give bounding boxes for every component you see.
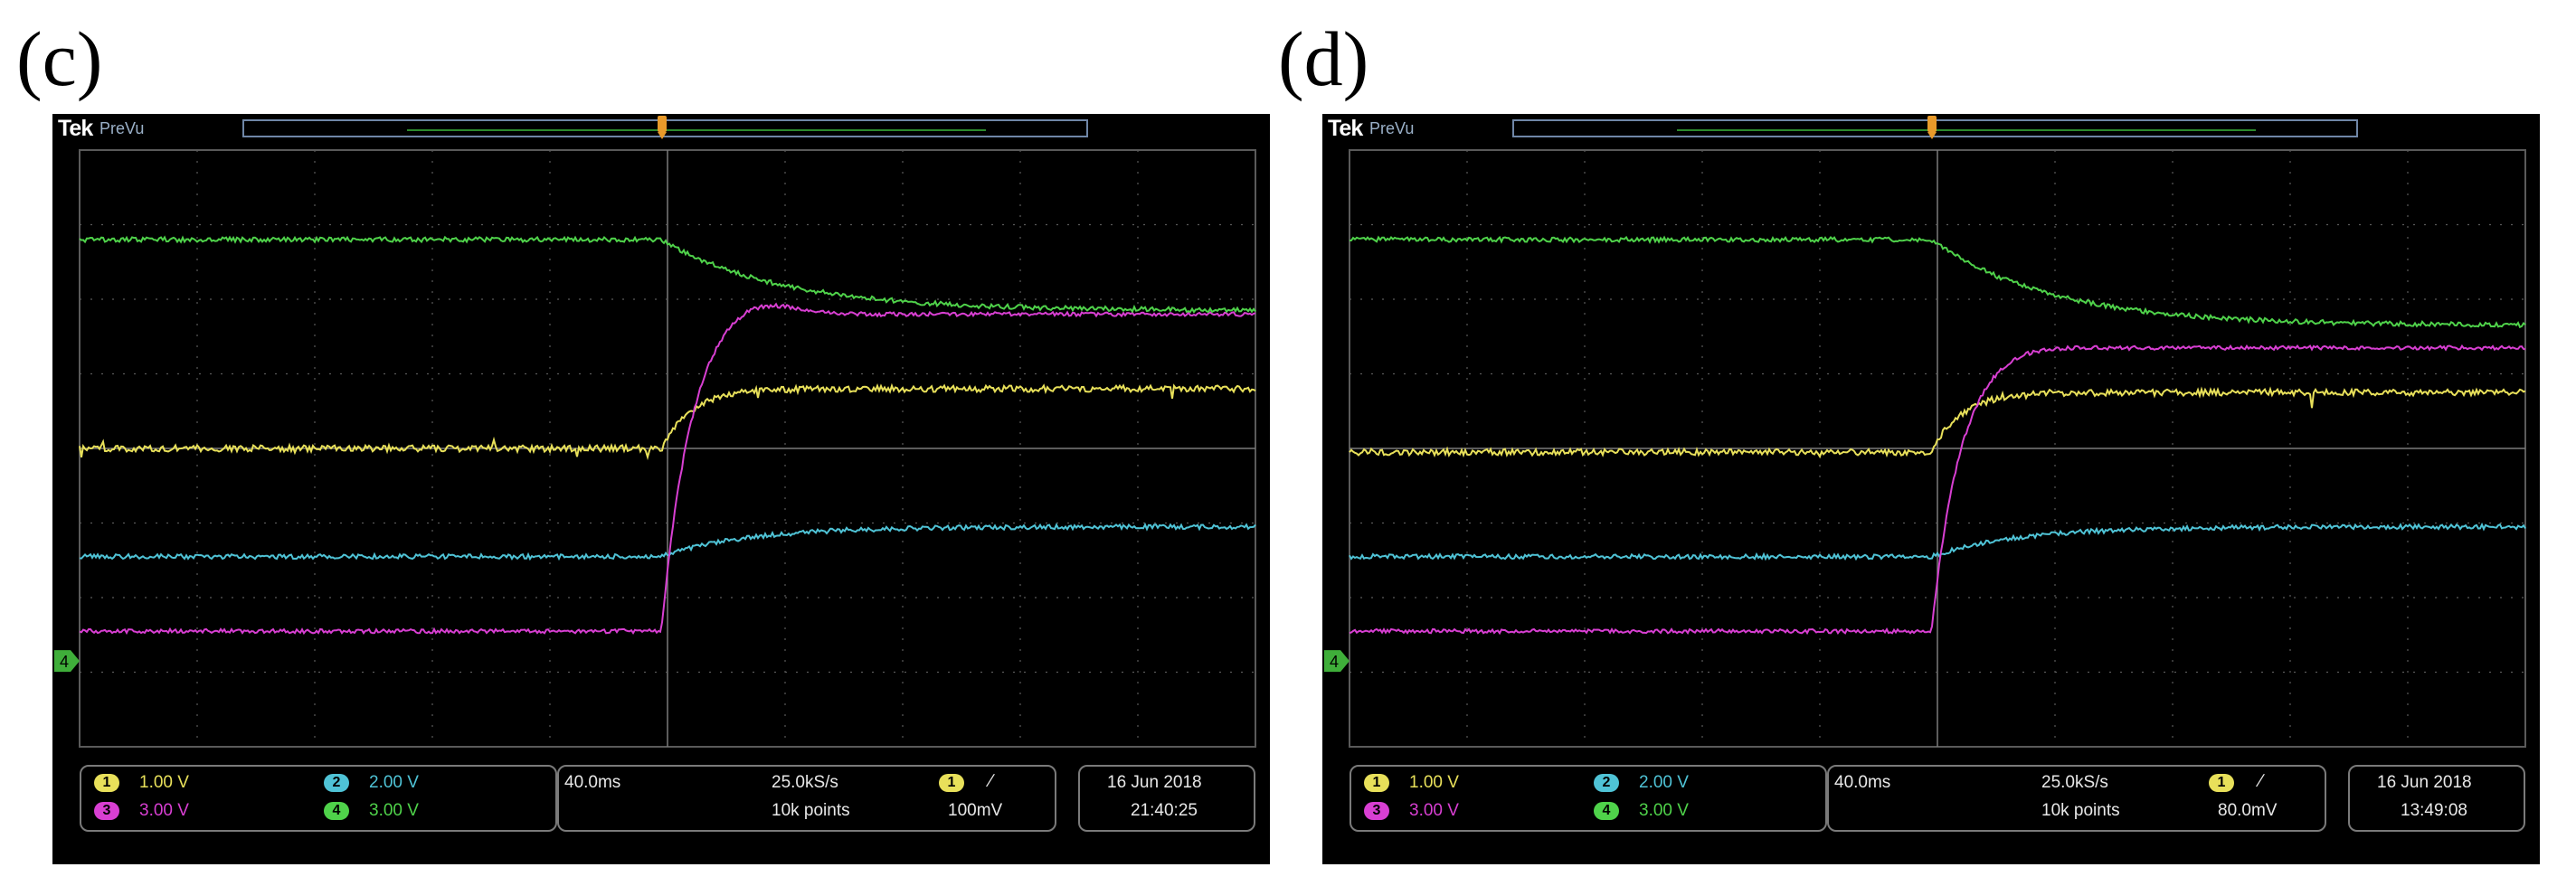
waveform-display: 4 — [1324, 149, 2526, 748]
channel-3-scale[interactable]: 3 3.00 V — [1364, 801, 1459, 821]
channel-1-badge: 1 — [94, 773, 119, 792]
date-time-box: 16 Jun 2018 13:49:08 — [2348, 765, 2525, 832]
sample-rate-readout: 25.0kS/s — [772, 773, 838, 792]
channel-2-badge: 2 — [324, 773, 349, 792]
channel-3-volts-per-div: 3.00 V — [1409, 801, 1459, 820]
waveform-display: 4 — [54, 149, 1256, 748]
channel-4-volts-per-div: 3.00 V — [369, 801, 419, 820]
vertical-scale-box: 1 1.00 V 2 2.00 V 3 3.00 V 4 3.00 V — [80, 765, 557, 832]
channel-4-scale[interactable]: 4 3.00 V — [1594, 801, 1689, 821]
channel-2-trace — [79, 523, 1256, 561]
record-length-readout: 10k points — [772, 801, 850, 820]
trigger-position-marker — [657, 116, 667, 139]
channel-4-ground-marker: 4 — [1324, 650, 1350, 673]
time-readout: 21:40:25 — [1131, 801, 1198, 820]
time-readout: 13:49:08 — [2401, 801, 2467, 820]
channel-1-volts-per-div: 1.00 V — [139, 773, 189, 792]
record-view-window — [1677, 129, 2256, 131]
scope-header: Tek PreVu — [1322, 114, 2540, 145]
timebase-readout[interactable]: 40.0ms — [564, 773, 621, 792]
channel-4-scale[interactable]: 4 3.00 V — [324, 801, 419, 821]
record-length-readout: 10k points — [2041, 801, 2120, 820]
channel-2-trace — [1349, 522, 2526, 561]
ground-marker-label: 4 — [60, 653, 69, 671]
horizontal-trigger-box: 40.0ms 25.0kS/s 10k points 1 ∕ 100mV — [557, 765, 1056, 832]
channel-3-scale[interactable]: 3 3.00 V — [94, 801, 189, 821]
sample-rate-readout: 25.0kS/s — [2041, 773, 2108, 792]
trigger-level-readout[interactable]: 80.0mV — [2218, 801, 2278, 820]
channel-2-volts-per-div: 2.00 V — [369, 773, 419, 792]
channel-1-trace — [1349, 386, 2526, 459]
channel-1-badge: 1 — [1364, 773, 1389, 792]
brand-logo: Tek — [1328, 116, 1363, 141]
oscilloscope-screen-d: Tek PreVu 4 1 1.00 V 2 2.00 V 3 3.00 V 4 3.00 V 40.… — [1322, 114, 2540, 864]
record-view-window — [407, 129, 986, 131]
channel-1-volts-per-div: 1.00 V — [1409, 773, 1459, 792]
channel-3-trace — [79, 302, 1256, 636]
trigger-source-badge[interactable]: 1 — [2209, 774, 2234, 792]
channel-2-badge: 2 — [1594, 773, 1619, 792]
acquisition-mode: PreVu — [99, 119, 145, 137]
trigger-level-readout[interactable]: 100mV — [948, 801, 1003, 820]
ground-marker-label: 4 — [1330, 653, 1339, 671]
status-bar: 1 1.00 V 2 2.00 V 3 3.00 V 4 3.00 V 40.0ms 25.0kS… — [1322, 761, 2540, 864]
channel-1-trace — [79, 382, 1256, 461]
acquisition-mode: PreVu — [1369, 119, 1415, 137]
channel-3-badge: 3 — [1364, 801, 1389, 820]
scope-header: Tek PreVu — [52, 114, 1270, 145]
channel-1-scale[interactable]: 1 1.00 V — [1364, 773, 1459, 793]
channel-3-volts-per-div: 3.00 V — [139, 801, 189, 820]
status-bar: 1 1.00 V 2 2.00 V 3 3.00 V 4 3.00 V 40.0ms 25.0kS… — [52, 761, 1270, 864]
trigger-slope-icon: ∕ — [2259, 771, 2263, 791]
date-readout: 16 Jun 2018 — [2377, 773, 2472, 792]
trigger-source-badge[interactable]: 1 — [939, 774, 964, 792]
channel-3-trace — [1349, 344, 2526, 636]
panel-label-c: (c) — [16, 15, 103, 102]
timebase-readout[interactable]: 40.0ms — [1834, 773, 1891, 792]
channel-4-volts-per-div: 3.00 V — [1639, 801, 1689, 820]
channel-4-badge: 4 — [324, 801, 349, 820]
channel-4-badge: 4 — [1594, 801, 1619, 820]
trigger-slope-icon: ∕ — [990, 771, 993, 791]
vertical-scale-box: 1 1.00 V 2 2.00 V 3 3.00 V 4 3.00 V — [1350, 765, 1827, 832]
trigger-position-marker — [1927, 116, 1937, 139]
date-time-box: 16 Jun 2018 21:40:25 — [1078, 765, 1255, 832]
channel-1-scale[interactable]: 1 1.00 V — [94, 773, 189, 793]
channel-2-volts-per-div: 2.00 V — [1639, 773, 1689, 792]
channel-3-badge: 3 — [94, 801, 119, 820]
oscilloscope-screen-c: Tek PreVu 4 1 1.00 V 2 2.00 V 3 3.00 V 4 3.00 V 40.… — [52, 114, 1270, 864]
channel-2-scale[interactable]: 2 2.00 V — [324, 773, 419, 793]
panel-label-d: (d) — [1278, 15, 1369, 102]
channel-4-ground-marker: 4 — [54, 650, 80, 673]
brand-logo: Tek — [58, 116, 93, 141]
channel-4-trace — [1349, 235, 2526, 329]
channel-2-scale[interactable]: 2 2.00 V — [1594, 773, 1689, 793]
date-readout: 16 Jun 2018 — [1107, 773, 1202, 792]
channel-4-trace — [79, 235, 1256, 314]
horizontal-trigger-box: 40.0ms 25.0kS/s 10k points 1 ∕ 80.0mV — [1827, 765, 2326, 832]
